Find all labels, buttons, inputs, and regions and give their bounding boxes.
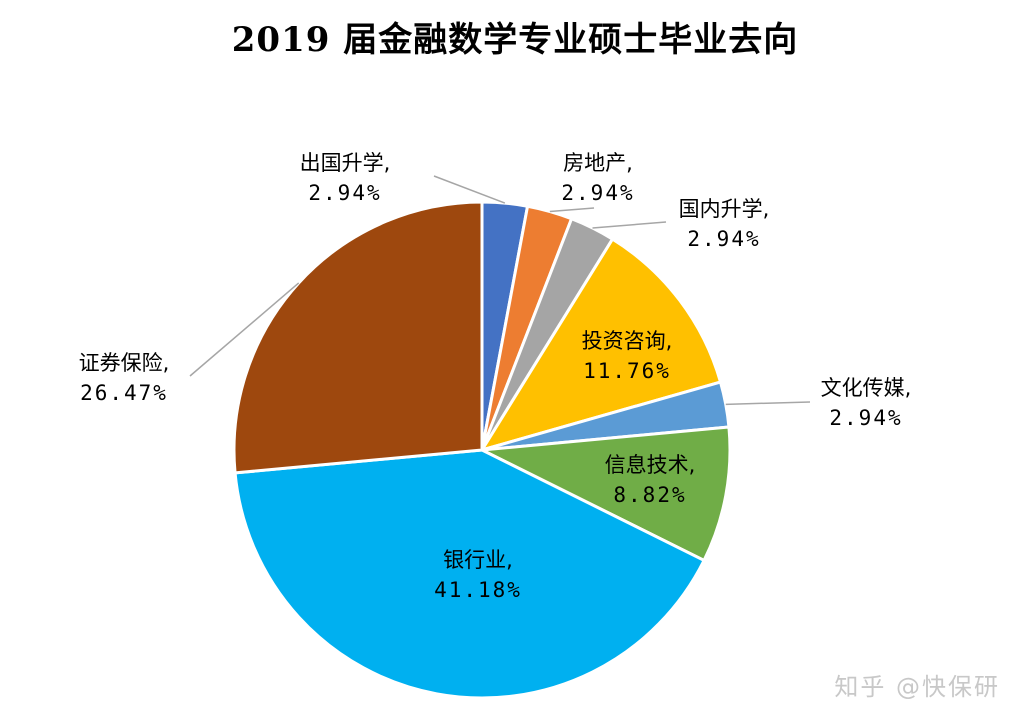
slice-label: 证券保险, 26.47% bbox=[34, 348, 214, 409]
slice-label: 文化传媒, 2.94% bbox=[776, 373, 956, 434]
slice-label: 出国升学, 2.94% bbox=[255, 148, 435, 209]
pie-slice bbox=[478, 237, 723, 453]
slice-label-percent: 26.47% bbox=[80, 381, 168, 406]
slice-label-name: 投资咨询, bbox=[581, 329, 673, 353]
slice-label: 银行业, 41.18% bbox=[388, 545, 568, 606]
slice-label-name: 文化传媒, bbox=[820, 376, 912, 400]
slice-label: 房地产, 2.94% bbox=[508, 148, 688, 209]
chart-title: 2019 届金融数学专业硕士毕业去向 bbox=[231, 20, 799, 60]
slice-label-name: 出国升学, bbox=[299, 151, 391, 175]
leader-line bbox=[433, 175, 506, 204]
slice-label-percent: 2.94% bbox=[561, 181, 635, 206]
slice-label-percent: 41.18% bbox=[434, 578, 522, 603]
leader-line bbox=[189, 282, 300, 377]
slice-label-name: 银行业, bbox=[443, 548, 513, 572]
slice-label-name: 信息技术, bbox=[604, 453, 696, 477]
slice-label: 信息技术, 8.82% bbox=[560, 450, 740, 511]
slice-label-name: 国内升学, bbox=[678, 197, 770, 221]
slice-label-name: 证券保险, bbox=[78, 351, 170, 375]
leader-line bbox=[592, 221, 667, 229]
leader-line bbox=[725, 401, 811, 406]
slice-label-percent: 2.94% bbox=[687, 227, 761, 252]
slice-label-name: 房地产, bbox=[563, 151, 633, 175]
pie-slice bbox=[476, 425, 732, 563]
watermark: 知乎 @快保研 bbox=[834, 673, 1000, 701]
pie-slice bbox=[232, 200, 484, 475]
pie-slice bbox=[233, 448, 707, 700]
slice-label-percent: 11.76% bbox=[583, 359, 671, 384]
slice-label: 投资咨询, 11.76% bbox=[537, 326, 717, 387]
slice-label-percent: 2.94% bbox=[308, 181, 382, 206]
leader-line bbox=[549, 207, 595, 213]
slice-label-percent: 8.82% bbox=[613, 483, 687, 508]
slice-label-percent: 2.94% bbox=[829, 406, 903, 431]
slice-label: 国内升学, 2.94% bbox=[634, 194, 814, 255]
